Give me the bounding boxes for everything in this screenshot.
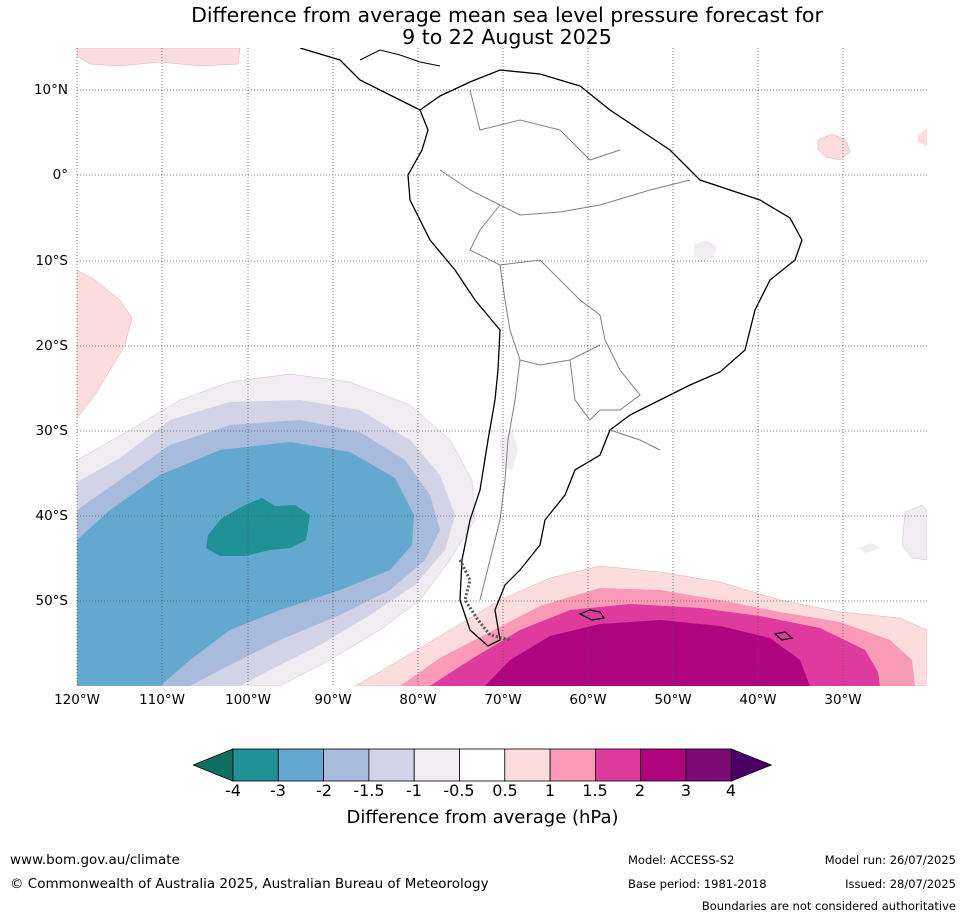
colorbar-extend-high <box>730 748 773 782</box>
colorbar-swatch <box>232 748 279 782</box>
lon-label: 110°W <box>139 692 185 708</box>
central-america-land <box>299 48 421 111</box>
anomaly-positive-2-south <box>485 620 810 686</box>
lon-label: 120°W <box>54 692 100 708</box>
colorbar-swatch <box>277 748 325 782</box>
country-borders <box>439 89 691 601</box>
lat-label: 30°S <box>35 423 69 439</box>
lon-label: 100°W <box>225 692 271 708</box>
base-period-text: Base period: 1981-2018 <box>628 877 767 891</box>
lat-label: 40°S <box>35 508 69 524</box>
lon-label: 40°W <box>739 692 777 708</box>
map-title: Difference from average mean sea level p… <box>0 4 965 48</box>
colorbar-tick: -1.5 <box>353 781 385 800</box>
colorbar-tick: -0.5 <box>443 781 475 800</box>
colorbar-extend-low <box>193 748 234 782</box>
anomaly-positive-blob <box>817 133 851 161</box>
issued-text: Issued: 28/07/2025 <box>845 877 956 891</box>
colorbar-swatch <box>549 748 596 782</box>
anomaly-negative-3 <box>206 498 310 556</box>
lat-label: 50°S <box>35 593 69 609</box>
colorbar-swatch <box>504 748 551 782</box>
lon-label: 60°W <box>569 692 607 708</box>
anomaly-positive-blob-2 <box>918 128 927 146</box>
anomaly-negative-2 <box>77 442 414 686</box>
lon-label: 30°W <box>824 692 862 708</box>
website-link[interactable]: www.bom.gov.au/climate <box>10 852 180 868</box>
lat-label: 10°S <box>35 253 69 269</box>
model-run-text: Model run: 26/07/2025 <box>824 853 956 867</box>
copyright-text: © Commonwealth of Australia 2025, Austra… <box>10 876 489 892</box>
colorbar-swatch <box>323 748 370 782</box>
colorbar-swatch <box>368 748 415 782</box>
colorbar-tick: -4 <box>225 781 241 800</box>
title-line-2: 9 to 22 August 2025 <box>402 25 612 49</box>
anomaly-positive-northwest <box>77 48 241 67</box>
title-line-1: Difference from average mean sea level p… <box>191 3 823 27</box>
colorbar-title: Difference from average (hPa) <box>346 807 619 828</box>
lon-label: 80°W <box>399 692 437 708</box>
colorbar-tick: -3 <box>270 781 286 800</box>
lon-label: 70°W <box>484 692 522 708</box>
colorbar-tick: 0.5 <box>492 781 518 800</box>
lon-label: 90°W <box>314 692 352 708</box>
disclaimer-text: Boundaries are not considered authoritat… <box>701 899 956 913</box>
colorbar-legend <box>193 748 773 782</box>
colorbar-swatch <box>413 748 460 782</box>
anomaly-positive-west <box>77 269 133 419</box>
colorbar-tick: -1 <box>406 781 422 800</box>
colorbar-swatch <box>685 748 732 782</box>
colorbar-tick: 4 <box>725 781 737 800</box>
lat-label: 10°N <box>33 82 68 98</box>
colorbar-swatch <box>594 748 642 782</box>
model-text: Model: ACCESS-S2 <box>628 853 735 867</box>
colorbar-tick: -2 <box>316 781 332 800</box>
lon-label: 50°W <box>654 692 692 708</box>
colorbar-swatch <box>459 748 506 782</box>
colorbar-tick: 2 <box>634 781 646 800</box>
colorbar-tick: 1 <box>544 781 556 800</box>
south-america-land <box>407 69 803 647</box>
lat-label: 0° <box>52 167 68 183</box>
lat-label: 20°S <box>35 338 69 354</box>
colorbar-tick: 3 <box>680 781 692 800</box>
pressure-anomaly-map <box>76 48 927 686</box>
graticule <box>76 48 927 686</box>
colorbar-tick: 1.5 <box>582 781 608 800</box>
colorbar-swatch <box>640 748 687 782</box>
